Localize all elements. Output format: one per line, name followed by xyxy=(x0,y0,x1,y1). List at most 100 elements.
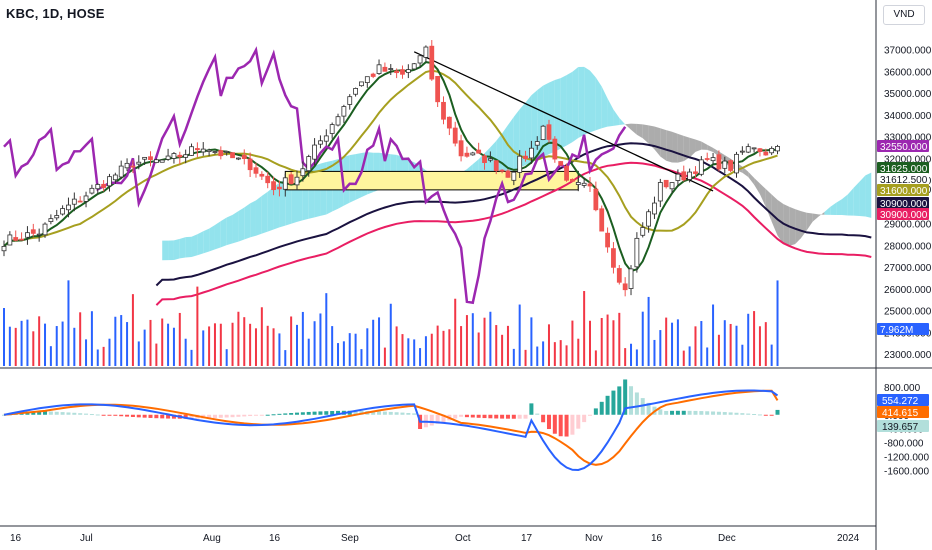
candle-body xyxy=(89,187,95,194)
candle-body xyxy=(230,152,235,159)
cloud-segment xyxy=(244,203,251,240)
volume-bar xyxy=(354,333,357,366)
candle-body xyxy=(159,159,165,163)
macd-tick-label: -1600.000 xyxy=(884,466,929,477)
cloud-segment xyxy=(162,240,169,261)
candle-body xyxy=(652,202,657,215)
candle-body xyxy=(1,246,7,252)
candle-body xyxy=(177,154,183,158)
macd-hist-bar xyxy=(394,412,399,415)
time-tick-label: Aug xyxy=(203,533,221,544)
candle-body xyxy=(341,106,347,117)
volume-bar xyxy=(342,341,345,366)
volume-bar xyxy=(126,322,129,366)
volume-bar xyxy=(190,349,193,366)
price-tick-label: 35000.000 xyxy=(884,89,932,100)
macd-hist-bar xyxy=(488,414,493,419)
candle-body xyxy=(446,116,452,129)
volume-bar xyxy=(729,323,732,366)
candle-body xyxy=(505,170,511,178)
macd-hist-bar xyxy=(412,413,417,415)
candle-body xyxy=(493,160,499,171)
price-label-volume: 7.962M xyxy=(880,325,913,336)
candle-body xyxy=(441,101,446,120)
volume-bar xyxy=(688,346,691,366)
cloud-segment xyxy=(865,172,872,218)
cloud-segment xyxy=(595,77,602,131)
currency-button[interactable]: VND xyxy=(883,5,925,25)
macd-hist-bar xyxy=(728,412,733,415)
volume-bar xyxy=(559,340,562,366)
symbol-title: KBC, 1D, HOSE xyxy=(6,6,105,21)
candle-body xyxy=(282,177,288,190)
volume-bar xyxy=(600,317,603,366)
volume-bar xyxy=(243,317,246,366)
macd-hist-bar xyxy=(224,414,229,418)
volume-bar xyxy=(114,316,117,366)
macd-tick-label: -800.000 xyxy=(884,439,924,450)
price-tick-label: 26000.000 xyxy=(884,285,932,296)
volume-bar xyxy=(653,339,656,366)
macd-hist-bar xyxy=(617,386,622,415)
cloud-segment xyxy=(613,109,620,126)
candle-body xyxy=(183,154,189,158)
macd-hist-bar xyxy=(775,409,780,415)
volume-bar xyxy=(401,334,404,366)
macd-hist-bar xyxy=(136,414,141,418)
volume-bar xyxy=(8,326,11,366)
volume-bar xyxy=(249,323,252,366)
cloud-segment xyxy=(273,182,280,230)
macd-hist-bar xyxy=(400,412,405,415)
candle-body xyxy=(581,182,587,186)
macd-hist-bar xyxy=(664,410,669,415)
volume-bar xyxy=(319,313,322,366)
candle-body xyxy=(194,148,200,151)
macd-hist-bar xyxy=(752,414,757,416)
candle-body xyxy=(558,161,564,166)
volume-bar xyxy=(477,332,480,366)
candle-body xyxy=(265,175,271,184)
volume-bar xyxy=(278,333,281,366)
macd-hist-bar xyxy=(763,414,768,416)
macd-hist-bar xyxy=(189,414,194,419)
candle-body xyxy=(171,153,177,159)
candle-body xyxy=(329,124,335,134)
volume-bar xyxy=(706,347,709,366)
macd-hist-bar xyxy=(295,412,299,415)
cloud-segment xyxy=(754,177,760,195)
macd-label-histogram: 139.657 xyxy=(882,422,919,433)
macd-hist-bar xyxy=(716,411,721,415)
cloud-segment xyxy=(267,187,274,232)
volume-bar xyxy=(61,321,64,366)
candle-body xyxy=(294,176,300,186)
volume-bar xyxy=(424,336,427,366)
candle-body xyxy=(405,69,411,73)
macd-hist-bar xyxy=(230,414,235,418)
cloud-segment xyxy=(537,85,544,160)
macd-hist-bar xyxy=(435,414,440,424)
macd-hist-bar xyxy=(253,414,258,416)
macd-tick-label: 800.000 xyxy=(884,383,921,394)
candle-body xyxy=(675,173,681,181)
cloud-segment xyxy=(625,123,632,130)
cloud-segment xyxy=(554,78,561,152)
candle-body xyxy=(646,211,651,227)
macd-hist-bar xyxy=(476,414,481,418)
price-label-leading_a: 30900.000 xyxy=(880,210,928,221)
cloud-segment xyxy=(507,116,514,173)
volume-bar xyxy=(553,342,556,366)
macd-hist-bar xyxy=(675,410,680,415)
candle-body xyxy=(271,181,276,191)
volume-bar xyxy=(747,313,750,366)
macd-hist-bar xyxy=(611,390,616,415)
volume-bar xyxy=(73,327,76,366)
macd-hist-bar xyxy=(541,414,546,423)
candle-body xyxy=(616,268,622,283)
leading-span-a xyxy=(155,161,872,306)
macd-hist-bar xyxy=(388,411,393,415)
macd-hist-bar xyxy=(113,414,118,416)
macd-hist-bar xyxy=(511,414,516,419)
candle-body xyxy=(376,64,382,74)
